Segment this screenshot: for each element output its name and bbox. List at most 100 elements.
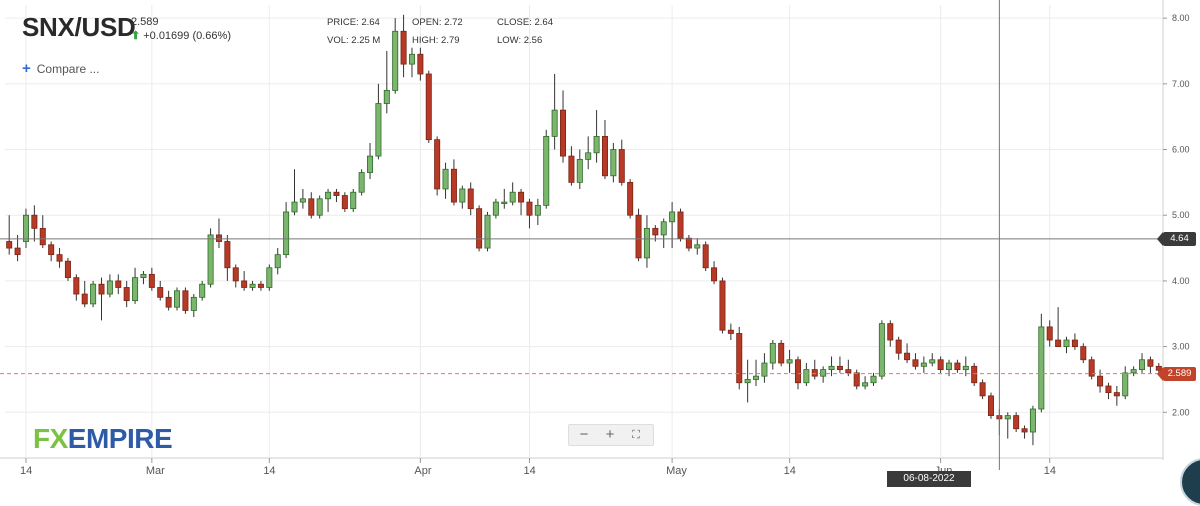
candle-down — [627, 181, 634, 216]
zoom-in-button[interactable]: + — [605, 426, 615, 443]
last-price-value: 2.589 — [131, 16, 159, 28]
crosshair-price-tag: 4.64 — [1157, 231, 1196, 246]
price-chart[interactable]: 14Mar14Apr14May14Jun14Jul 2.003.004.005.… — [0, 0, 1200, 487]
candle-down — [635, 214, 642, 259]
candle-down — [1147, 359, 1154, 367]
candle-up — [761, 362, 768, 377]
candle-up — [828, 365, 835, 370]
candle-down — [425, 73, 432, 141]
x-tick-label: Apr — [414, 465, 431, 477]
candle-down — [904, 352, 911, 361]
candle-up — [1004, 415, 1011, 420]
ohlc-open: OPEN: 2.72 — [412, 17, 463, 28]
candle-down — [526, 201, 533, 216]
candle-up — [862, 382, 869, 387]
vol-value: 2.25 M — [351, 35, 381, 46]
plus-icon: + — [22, 60, 31, 77]
candle-down — [341, 195, 348, 210]
high-label: HIGH: — [412, 35, 439, 46]
candle-down — [157, 287, 164, 298]
candle-down — [64, 260, 71, 279]
candle-up — [408, 53, 415, 65]
candle-up — [929, 359, 936, 364]
candle-down — [1046, 326, 1053, 341]
candle-up — [283, 211, 290, 256]
candle-up — [534, 204, 541, 216]
candle-down — [182, 290, 189, 311]
candle-up — [1122, 372, 1129, 397]
candle-down — [518, 191, 525, 203]
candle-down — [48, 244, 55, 256]
candle-up — [920, 362, 927, 367]
candle-down — [677, 211, 684, 239]
zoom-fit-button[interactable]: ⛶ — [632, 429, 640, 441]
candle-down — [257, 283, 264, 288]
candle-up — [358, 172, 365, 193]
candle-down — [476, 208, 483, 249]
candle-down — [652, 227, 659, 236]
candle-down — [778, 342, 785, 364]
candle-up — [266, 267, 273, 288]
candle-down — [39, 227, 46, 246]
candle-up — [585, 152, 592, 160]
low-value: 2.56 — [523, 35, 543, 46]
candle-up — [492, 201, 499, 216]
candle-down — [568, 155, 575, 183]
candle-down — [308, 198, 315, 216]
x-tick-label: Mar — [146, 465, 165, 477]
candle-up — [132, 277, 139, 302]
candle-down — [954, 362, 961, 370]
candle-up — [392, 30, 399, 91]
candle-down — [417, 53, 424, 75]
candle-down — [987, 395, 994, 416]
ohlc-vol: VOL: 2.25 M — [327, 35, 380, 46]
candle-up — [753, 375, 760, 380]
y-tick-label: 8.00 — [1172, 13, 1190, 23]
candle-down — [14, 247, 21, 256]
candle-up — [509, 191, 516, 203]
candle-down — [56, 254, 63, 262]
y-tick-label: 6.00 — [1172, 145, 1190, 155]
price-change-value: +0.01699 (0.66%) — [143, 30, 231, 42]
candle-up — [694, 244, 701, 249]
candle-down — [215, 234, 222, 242]
candle-down — [979, 382, 986, 397]
candle-down — [115, 280, 122, 288]
candle-up — [870, 375, 877, 384]
candle-up — [316, 198, 323, 216]
y-tick-label: 5.00 — [1172, 210, 1190, 220]
candle-up — [174, 290, 181, 308]
candle-down — [467, 188, 474, 210]
candle-up — [299, 198, 306, 203]
candle-up — [643, 227, 650, 259]
ohlc-low: LOW: 2.56 — [497, 35, 542, 46]
candle-up — [22, 214, 29, 242]
y-tick-label: 4.00 — [1172, 276, 1190, 286]
fxempire-logo: FXEMPIRE — [33, 423, 173, 454]
candle-up — [1130, 369, 1137, 374]
x-tick-label: May — [666, 465, 687, 477]
candle-up — [962, 365, 969, 370]
candle-down — [702, 244, 709, 269]
candle-up — [660, 221, 667, 236]
price-label: PRICE: — [327, 17, 359, 28]
compare-button[interactable]: + Compare ... — [22, 60, 99, 77]
candle-up — [803, 369, 810, 384]
zoom-out-button[interactable]: − — [579, 426, 589, 443]
high-value: 2.79 — [441, 35, 460, 46]
low-label: LOW: — [497, 35, 522, 46]
candle-down — [1088, 359, 1095, 377]
crosshair-date-tag: 06-08-2022 — [887, 471, 971, 487]
close-value: 2.64 — [534, 17, 554, 28]
candle-down — [6, 241, 13, 249]
open-value: 2.72 — [444, 17, 463, 28]
ohlc-high: HIGH: 2.79 — [412, 35, 460, 46]
candle-down — [165, 296, 172, 308]
price-value: 2.64 — [361, 17, 380, 28]
candle-up — [1038, 326, 1045, 410]
open-label: OPEN: — [412, 17, 442, 28]
candle-down — [685, 237, 692, 249]
candle-up — [90, 283, 97, 305]
candle-up — [878, 323, 885, 377]
candle-up — [1139, 359, 1146, 370]
